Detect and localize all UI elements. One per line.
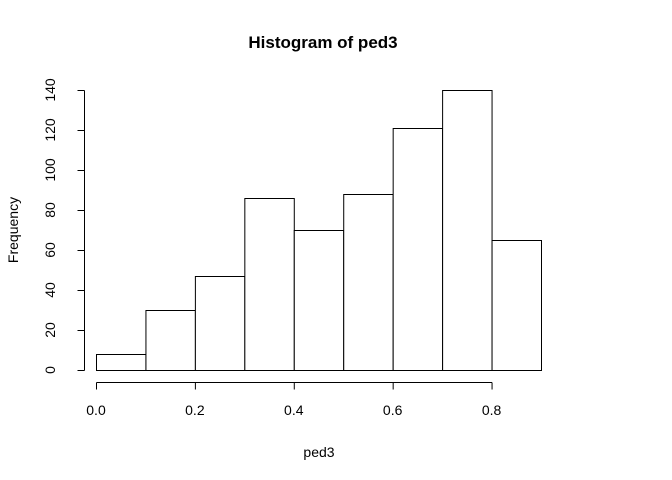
y-tick-label: 20 (42, 322, 58, 338)
y-axis: 0 20 40 60 80 100 120 140 (42, 78, 85, 374)
histogram-bar (491, 240, 542, 371)
y-axis-label: Frequency (5, 197, 21, 263)
y-tick-label: 140 (42, 78, 58, 102)
x-axis-label: ped3 (303, 444, 334, 460)
x-tick-label: 0.6 (383, 402, 403, 418)
x-tick-label: 0.4 (284, 402, 304, 418)
histogram-bar (96, 354, 147, 371)
x-axis: 0.0 0.2 0.4 0.6 0.8 (86, 382, 502, 418)
x-tick-label: 0.0 (86, 402, 106, 418)
histogram-bar (194, 276, 246, 371)
x-tick-label: 0.2 (185, 402, 205, 418)
histogram-bar (392, 128, 444, 371)
y-tick-label: 0 (42, 366, 58, 374)
y-tick-label: 100 (42, 158, 58, 182)
bars-group (96, 90, 542, 371)
histogram-bar (343, 194, 394, 371)
y-tick-label: 80 (42, 202, 58, 218)
histogram-bar (442, 90, 493, 371)
histogram-bar (293, 230, 345, 371)
y-tick-label: 40 (42, 282, 58, 298)
histogram-bar (145, 310, 196, 371)
histogram-bar (244, 198, 295, 371)
y-tick-label: 60 (42, 242, 58, 258)
x-tick-label: 0.8 (482, 402, 502, 418)
y-tick-label: 120 (42, 118, 58, 142)
chart-title: Histogram of ped3 (248, 33, 397, 52)
